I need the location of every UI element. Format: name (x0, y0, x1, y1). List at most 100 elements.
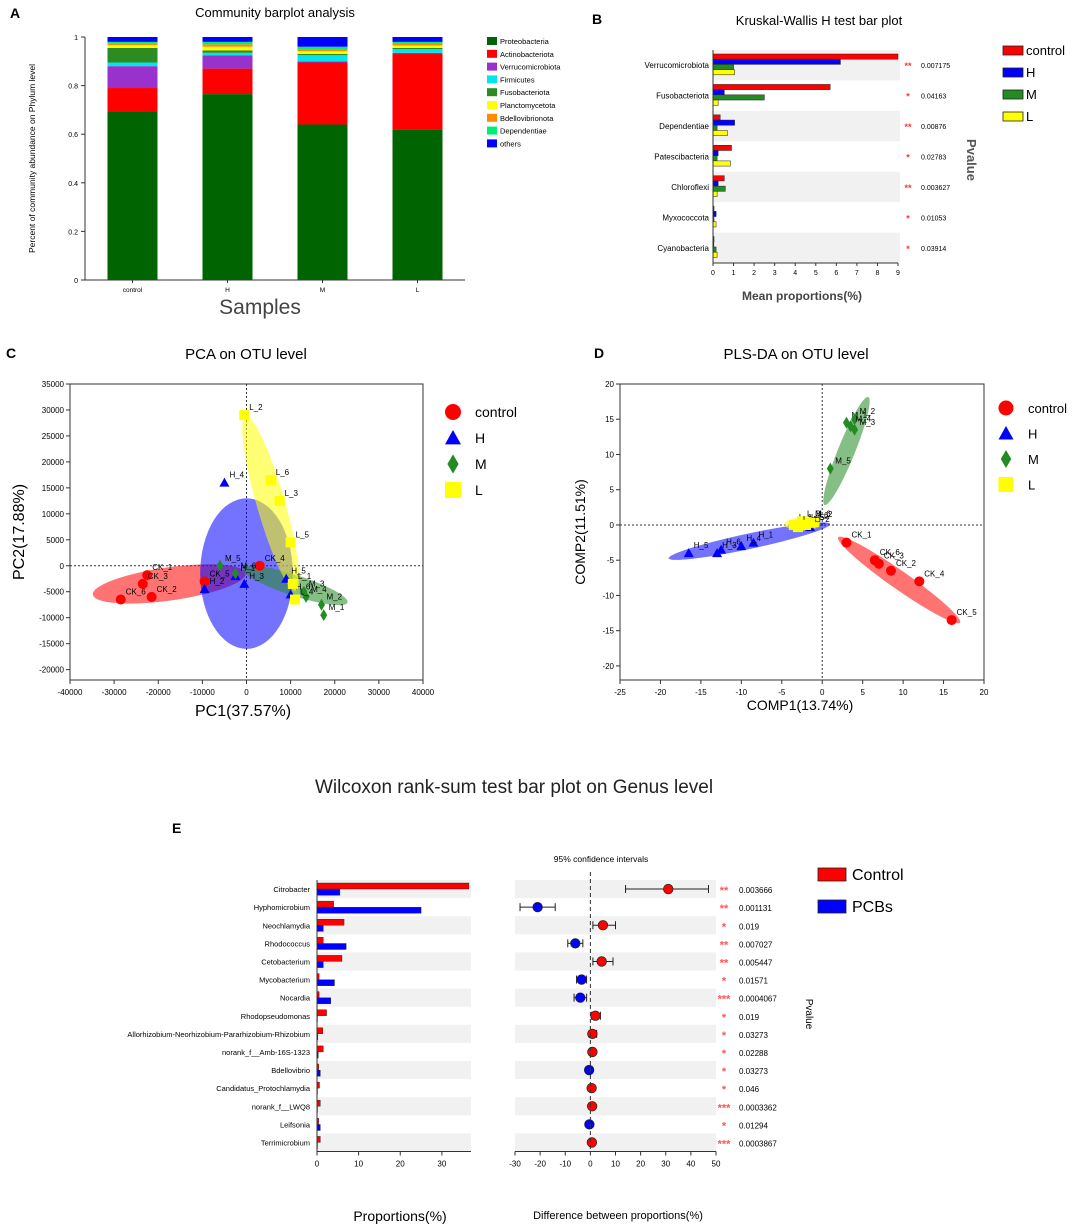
chart-b-xtick-label: 4 (793, 270, 797, 277)
chart-d-ytick-label: -15 (602, 627, 614, 636)
chart-d-point (736, 541, 747, 551)
chart-a-bar-segment (107, 111, 158, 281)
chart-c-point-label: H_3 (249, 572, 264, 581)
chart-a-bar-segment (202, 37, 253, 42)
chart-d-ytick-label: 10 (605, 450, 614, 459)
panel-label-e: E (172, 820, 181, 836)
chart-e-star: *** (718, 1102, 732, 1114)
chart-c-point-label: M_1 (329, 603, 345, 612)
chart-c-point (216, 559, 224, 572)
chart-b-xtick-label: 9 (896, 270, 900, 277)
chart-a-bar-segment (392, 45, 443, 48)
chart-d-legend-marker (998, 400, 1014, 416)
chart-c-ylabel: PC2(17.88%) (11, 484, 28, 580)
chart-e-category-label: Candidatus_Protochlamydia (216, 1084, 311, 1093)
panel-label-b: B (592, 11, 602, 27)
chart-b-legend-label: control (1026, 43, 1065, 58)
chart-e-category-label: Terrimicrobium (261, 1138, 310, 1147)
chart-a-bar-segment (107, 66, 158, 89)
chart-a-legend-label: Proteobacteria (500, 37, 550, 46)
chart-e-pvalue: 0.0004067 (739, 995, 777, 1004)
chart-b-xtick-label: 5 (814, 270, 818, 277)
chart-a-legend-swatch (487, 62, 497, 71)
chart-e-star: * (722, 1012, 727, 1024)
chart-c-xlabel: PC1(37.57%) (195, 703, 291, 720)
chart-b-xtick-label: 0 (711, 270, 715, 277)
chart-c-xtick-label: 10000 (280, 688, 303, 697)
chart-b-bar (712, 94, 765, 101)
chart-c-point-label: M_4 (311, 585, 327, 594)
chart-a-legend-label: Verrucomicrobiota (500, 63, 561, 72)
chart-e-bar (316, 1045, 324, 1053)
chart-a-legend-label: Fusobacteriota (500, 88, 550, 97)
chart-a-ytick-label: 0.8 (68, 84, 78, 91)
chart-b-xtick-label: 3 (773, 270, 777, 277)
chart-e-category-label: Cetobacterium (261, 957, 310, 966)
chart-a-bar-segment (202, 41, 253, 45)
chart-a-bar-segment (202, 46, 253, 51)
chart-c-point (302, 590, 310, 603)
chart-c-point-label: M_2 (327, 593, 343, 602)
chart-d-point (716, 544, 727, 554)
chart-c-ytick-label: -20000 (39, 666, 64, 675)
chart-b-bar (712, 64, 734, 70)
chart-a-xtick-label: L (416, 287, 420, 294)
chart-d-point-label: M_4 (856, 414, 872, 423)
chart-a-bar-segment (392, 52, 443, 55)
chart-a-bar-segment (297, 46, 348, 50)
chart-e-star: * (722, 976, 727, 988)
chart-e-pvalue: 0.007027 (739, 940, 773, 949)
chart-e-diff-point (587, 1046, 598, 1058)
chart-e-star: * (722, 1066, 727, 1078)
chart-a-xlabel: Samples (219, 296, 301, 319)
chart-d-point-label: L_3 (807, 509, 821, 518)
chart-d-ellipse-M (823, 396, 870, 506)
chart-a-bar-segment (392, 129, 443, 280)
chart-e-diff-point (570, 938, 581, 949)
chart-a-bar-segment (202, 52, 253, 56)
chart-e-pvalue: 0.0003362 (739, 1103, 777, 1112)
chart-b-star: * (906, 244, 910, 254)
chart-b-category-label: Chloroflexi (671, 183, 709, 192)
chart-a-legend-label: Firmicutes (500, 75, 535, 84)
chart-e-category-label: Nocardia (280, 994, 311, 1003)
chart-e-xtick-label: 30 (437, 1160, 446, 1169)
chart-d-legend-marker (1000, 450, 1012, 468)
chart-d-point-label: H_5 (694, 541, 709, 550)
chart-c-legend-marker (445, 482, 461, 498)
chart-c-xtick-label: -20000 (146, 688, 171, 697)
chart-d-point (851, 413, 859, 426)
chart-a-bar-segment (202, 44, 253, 47)
chart-c-point-label: L_1 (298, 572, 312, 581)
chart-d-xtick-label: 5 (860, 688, 865, 697)
chart-e-row-band (515, 1024, 716, 1043)
chart-e-diff-point (575, 992, 586, 1003)
chart-b-xtick-label: 6 (834, 270, 838, 277)
chart-c-legend-marker (447, 454, 459, 474)
chart-c-point-label: CK_1 (152, 563, 173, 572)
chart-e-star: * (722, 1048, 727, 1060)
chart-e-xtick2-label: -30 (509, 1160, 521, 1169)
chart-d-legend-label: L (1028, 478, 1035, 493)
chart-e-star: *** (718, 1138, 732, 1150)
chart-b-bar (712, 69, 735, 76)
chart-c-point (287, 578, 298, 589)
chart-e-bar (316, 882, 470, 890)
chart-a-bar-segment (392, 43, 443, 46)
chart-e-pvalue: 0.01571 (739, 977, 768, 986)
chart-e-xtick-label: 0 (315, 1160, 320, 1169)
chart-d-title: PLS-DA on OTU level (723, 346, 868, 363)
chart-b-bar (712, 185, 726, 192)
chart-b-bar (712, 53, 899, 60)
chart-e-star: * (722, 1030, 727, 1042)
chart-a-ytick-label: 0.6 (68, 132, 78, 139)
chart-d-point (826, 462, 834, 475)
chart-e-row-band (515, 880, 716, 899)
chart-e-pvalue: 0.019 (739, 922, 760, 931)
chart-e-bar (316, 961, 324, 968)
chart-c-point (142, 570, 153, 581)
chart-b-bar (712, 180, 719, 187)
chart-e-row-band (317, 1133, 471, 1152)
chart-e-xlabel: Proportions(%) (353, 1208, 446, 1224)
chart-e-bar (316, 1027, 324, 1035)
